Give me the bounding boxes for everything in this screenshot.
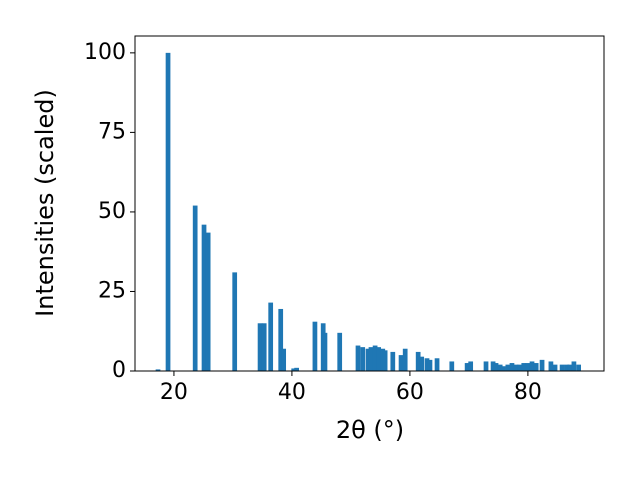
x-axis-label: 2θ (°) <box>336 416 404 444</box>
bar <box>424 358 430 371</box>
y-tick-label: 100 <box>84 40 126 65</box>
bar <box>294 367 300 371</box>
bar <box>513 364 519 371</box>
bar <box>192 205 198 371</box>
x-tick-label: 80 <box>514 380 542 405</box>
bar <box>155 369 161 371</box>
bar <box>525 363 531 371</box>
bar <box>312 321 318 371</box>
bar <box>517 364 522 371</box>
bar <box>500 366 506 371</box>
bar <box>205 232 211 371</box>
bar <box>434 358 440 371</box>
y-tick-label: 75 <box>98 119 126 144</box>
bar <box>415 351 421 371</box>
y-axis-label: Intensities (scaled) <box>31 89 59 317</box>
x-tick-label: 60 <box>396 380 424 405</box>
bar <box>419 356 425 371</box>
bar <box>427 359 433 371</box>
bar <box>398 355 404 371</box>
bar <box>490 361 496 371</box>
y-tick-label: 25 <box>98 278 126 303</box>
bar <box>337 332 343 371</box>
bar <box>529 361 535 371</box>
bar <box>505 364 511 371</box>
bar <box>571 361 577 371</box>
bar <box>355 345 361 371</box>
bar <box>576 364 581 371</box>
bar <box>493 363 499 371</box>
bar <box>201 224 207 371</box>
bar <box>402 348 408 371</box>
bar <box>539 359 545 371</box>
bar <box>483 361 489 371</box>
y-tick-label: 50 <box>98 199 126 224</box>
bar <box>552 364 558 371</box>
bar <box>382 350 388 371</box>
bar <box>278 308 284 371</box>
bar <box>360 347 366 371</box>
bar <box>521 363 527 371</box>
bar <box>564 364 570 371</box>
y-tick-label: 0 <box>112 358 126 383</box>
plot-frame <box>134 35 605 372</box>
bar <box>497 364 503 371</box>
bar <box>281 348 287 371</box>
bar <box>390 351 396 371</box>
bar <box>468 361 474 371</box>
bar <box>533 363 539 371</box>
bar <box>165 52 171 371</box>
bar <box>567 364 573 371</box>
bar <box>268 302 274 371</box>
x-tick-label: 20 <box>160 380 188 405</box>
bar <box>291 368 297 371</box>
bar <box>368 347 374 371</box>
bar <box>261 323 267 371</box>
bar <box>232 272 238 371</box>
x-tick-label: 40 <box>278 380 306 405</box>
bar <box>365 348 371 371</box>
bar <box>449 361 455 371</box>
bar <box>376 347 382 371</box>
bar <box>548 361 554 371</box>
bar <box>322 332 328 371</box>
bar <box>509 363 515 371</box>
bar <box>464 363 470 371</box>
bar <box>372 345 378 371</box>
bar <box>559 364 565 371</box>
bar <box>257 323 263 371</box>
